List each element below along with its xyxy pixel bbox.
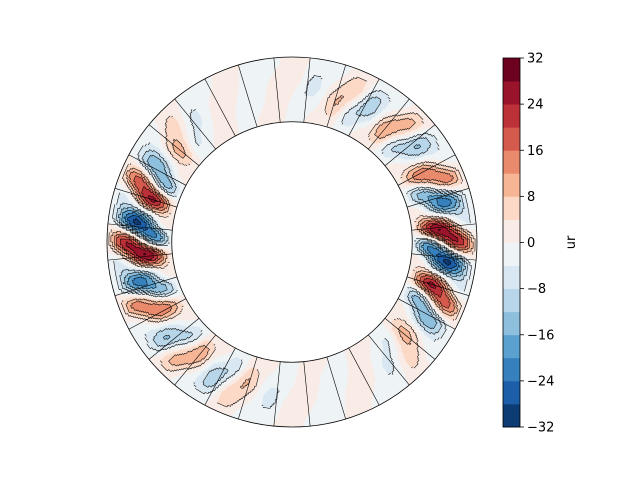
- colorbar-tick-label: 16: [527, 144, 544, 159]
- sector-grid-line: [348, 78, 380, 137]
- outer-boundary: [106, 56, 478, 428]
- sector-grid-line: [303, 361, 311, 427]
- colorbar-segment: [503, 357, 520, 382]
- colorbar-tick-label: 32: [527, 52, 544, 67]
- sector-grid-line: [348, 347, 380, 406]
- negative-contours: [112, 75, 472, 409]
- sector-grid-line: [326, 64, 346, 128]
- colorbar-segment: [503, 288, 520, 313]
- sector-grid-line: [397, 298, 456, 330]
- sector-grid-line: [411, 253, 477, 261]
- sector-grid-line: [303, 57, 311, 123]
- sector-grid-line: [406, 188, 470, 208]
- field-band: [143, 228, 441, 256]
- field-band: [132, 218, 452, 266]
- sector-grid-line: [107, 223, 173, 231]
- sector-grid-lines: [107, 57, 477, 427]
- colorbar-segment: [503, 380, 520, 405]
- sector-grid-line: [174, 98, 216, 150]
- field-band: [120, 186, 464, 298]
- sector-grid-line: [368, 98, 410, 150]
- colorbar-segment: [503, 219, 520, 243]
- colorbar-segment: [503, 196, 520, 220]
- colorbar-ticks: −32 −24 −16 −8 0 8 16 24 32: [520, 52, 554, 436]
- positive-contours: [108, 76, 476, 408]
- colorbar-segment: [503, 150, 520, 174]
- field-band: [118, 144, 466, 340]
- colorbar-segment: [503, 242, 520, 266]
- sector-grid-line: [273, 361, 281, 427]
- sector-grid-line: [384, 124, 436, 166]
- colorbar-label: ur: [564, 235, 579, 249]
- colorbar-segment: [503, 81, 520, 105]
- field-band: [127, 215, 457, 269]
- colorbar-tick-label: −24: [527, 374, 554, 389]
- sector-grid-line: [411, 223, 477, 231]
- colorbar-tick-label: −32: [527, 421, 554, 436]
- colorbar-segment: [503, 265, 520, 290]
- colorbar-segment: [503, 127, 520, 151]
- sector-grid-line: [204, 78, 236, 137]
- sector-grid-line: [128, 154, 187, 186]
- colorbar: −32 −24 −16 −8 0 8 16 24 32 ur: [502, 52, 579, 436]
- sector-grid-line: [114, 188, 178, 208]
- colorbar-segment: [503, 311, 520, 336]
- sector-grid-line: [107, 253, 173, 261]
- colorbar-tick-label: 0: [527, 236, 535, 251]
- colorbar-segment: [503, 104, 520, 128]
- colorbar-segment: [503, 403, 520, 428]
- sector-grid-line: [148, 318, 200, 360]
- inner-boundary: [171, 121, 413, 363]
- sector-grid-line: [368, 334, 410, 386]
- sector-grid-line: [384, 318, 436, 360]
- sector-grid-line: [128, 298, 187, 330]
- colorbar-tick-label: 24: [527, 98, 544, 113]
- colorbar-segments: [503, 58, 520, 428]
- ur-field-contours: [107, 57, 477, 427]
- colorbar-tick-label: −16: [527, 328, 554, 343]
- sector-grid-line: [174, 334, 216, 386]
- colorbar-segment: [503, 58, 520, 82]
- colorbar-tick-label: −8: [527, 282, 546, 297]
- field-band: [107, 57, 477, 427]
- sector-grid-line: [238, 64, 258, 128]
- sector-grid-line: [148, 124, 200, 166]
- sector-grid-line: [114, 276, 178, 296]
- sector-grid-line: [204, 347, 236, 406]
- colorbar-segment: [503, 173, 520, 197]
- sector-grid-line: [326, 356, 346, 420]
- colorbar-tick-label: 8: [527, 190, 535, 205]
- sector-grid-line: [273, 57, 281, 123]
- annulus-plot: [106, 56, 478, 428]
- sector-grid-line: [406, 276, 470, 296]
- sector-grid-line: [397, 154, 456, 186]
- sector-grid-line: [238, 356, 258, 420]
- colorbar-segment: [503, 334, 520, 359]
